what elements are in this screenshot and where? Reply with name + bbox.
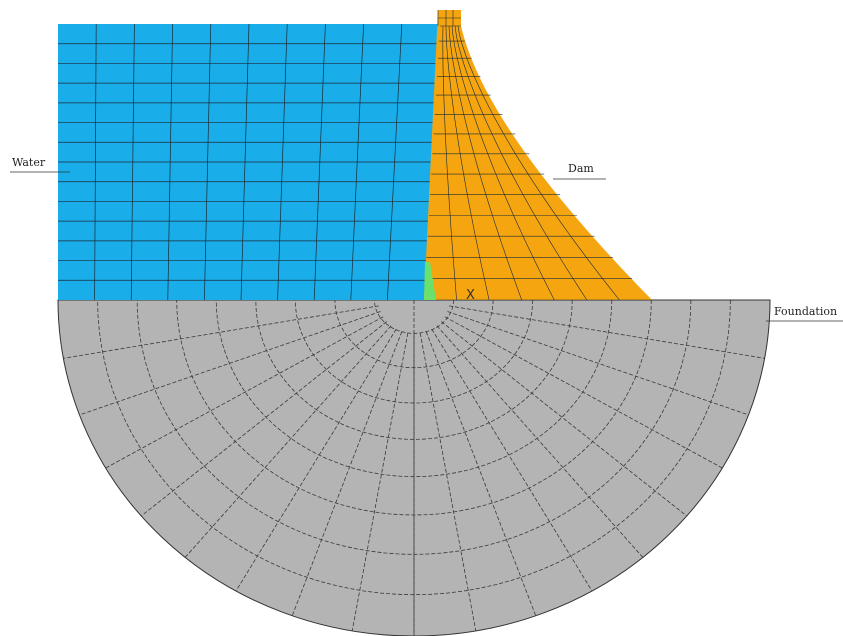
foundation-sector-line xyxy=(425,331,537,616)
dam-label-group: Dam xyxy=(553,162,606,180)
dam-mesh-line xyxy=(457,25,620,301)
foundation-sector-line xyxy=(79,311,381,416)
dam-mesh xyxy=(424,10,652,301)
foundation-sector-line xyxy=(184,325,392,558)
water-mesh xyxy=(58,23,439,301)
dam-region xyxy=(424,10,652,301)
water-region xyxy=(58,23,440,301)
dam-body xyxy=(424,10,652,300)
foundation-ring-line xyxy=(255,299,573,440)
dam-label: Dam xyxy=(568,162,594,175)
foundation-sector-line xyxy=(431,328,593,592)
foundation-sector-line xyxy=(63,305,380,359)
foundation-sector-line xyxy=(444,316,723,469)
foundation-sector-line xyxy=(291,331,403,616)
dam-mesh-line xyxy=(448,25,522,301)
foundation-sector-line xyxy=(447,311,749,416)
foundation-sector-line xyxy=(235,328,397,592)
water-label-group: Water xyxy=(10,156,70,173)
foundation-sector-line xyxy=(448,305,765,359)
foundation-mesh xyxy=(63,299,765,636)
foundation-label-group: Foundation xyxy=(766,305,843,322)
foundation-label: Foundation xyxy=(774,305,837,318)
point-marker: X xyxy=(466,288,475,303)
foundation-sector-line xyxy=(436,325,644,558)
foundation-sector-line xyxy=(105,316,384,469)
dam-mesh-line xyxy=(445,25,490,301)
foundation-sector-line xyxy=(419,333,477,631)
foundation-sector-line xyxy=(351,333,409,631)
foundation-sector-line xyxy=(141,321,387,517)
dam-mesh-line xyxy=(454,25,588,301)
water-label: Water xyxy=(12,156,46,169)
foundation-sector-line xyxy=(441,321,687,517)
fluid-structure-interface xyxy=(424,262,436,300)
dam-mesh-line xyxy=(442,25,457,301)
dam-mesh-line xyxy=(451,25,555,301)
